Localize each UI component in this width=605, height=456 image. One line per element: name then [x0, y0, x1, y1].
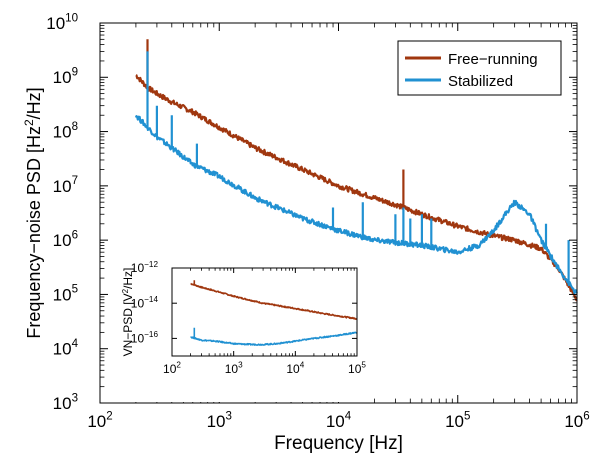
main-y-tick-label: 108	[53, 121, 78, 142]
inset-y-axis-label-unit: /Hz]	[121, 268, 135, 289]
y-axis-label-text: Frequency−noise PSD [Hz	[24, 126, 44, 339]
y-axis-label: Frequency−noise PSD [Hz2/Hz]	[22, 87, 44, 338]
main-plot: 102 103 104 105 106 103 104 105 106 107 108 109 1010…	[22, 12, 590, 454]
legend-label-free-running: Free−running	[448, 51, 538, 68]
inset-x-tick-label: 103	[225, 361, 243, 376]
main-series-layer	[134, 39, 578, 302]
inset-y-tick-label: 10−12	[131, 260, 159, 275]
inset-x-tick-label: 102	[163, 361, 181, 376]
y-axis-label-unit: /Hz]	[24, 87, 44, 119]
legend-label-stabilized: Stabilized	[448, 73, 513, 90]
inset-background	[120, 258, 368, 402]
legend: Free−running Stabilized	[397, 40, 562, 96]
main-x-tick-label: 106	[564, 410, 589, 431]
inset-y-axis-label-sup: 2	[121, 288, 130, 293]
inset-series-line-1	[190, 327, 358, 346]
main-y-tick-label: 107	[53, 175, 78, 196]
legend-box	[397, 40, 562, 96]
main-y-tick-label: 104	[53, 338, 79, 359]
main-y-tick-label: 1010	[46, 12, 78, 33]
main-x-tick-label: 103	[207, 410, 232, 431]
inset-x-tick-label: 104	[286, 361, 304, 376]
main-y-tick-label: 106	[53, 229, 78, 250]
main-y-tick-label: 105	[53, 284, 78, 305]
main-tick-labels: 102 103 104 105 106 103 104 105 106 107 108 109 1010	[46, 12, 589, 431]
main-x-tick-label: 105	[445, 410, 470, 431]
inset-x-tick-label: 105	[348, 361, 366, 376]
main-ticks-layer	[99, 22, 578, 404]
x-axis-label: Frequency [Hz]	[274, 433, 403, 454]
inset-y-axis-label: VN−PSD [V2/Hz]	[121, 268, 136, 357]
main-series-line-1	[134, 51, 578, 295]
main-y-tick-label: 103	[53, 392, 78, 413]
inset-y-tick-label: 10−14	[131, 295, 159, 310]
inset-y-tick-label: 10−16	[131, 330, 159, 345]
main-x-tick-label: 104	[326, 410, 352, 431]
inset-y-axis-label-text: VN−PSD [V	[121, 293, 135, 356]
main-y-tick-label: 109	[53, 67, 78, 88]
inset-plot: 102 103 104 105 10−16 10−14 10−12 VN−PSD [V2/H…	[120, 258, 368, 402]
inset-series-layer	[190, 280, 358, 346]
inset-tick-labels: 102 103 104 105 10−16 10−14 10−12	[131, 260, 367, 376]
main-x-tick-label: 102	[87, 410, 112, 431]
inset-plot-frame	[171, 267, 358, 357]
inset-series-line-0	[190, 280, 358, 320]
y-axis-label-sup: 2	[22, 119, 36, 126]
inset-ticks-layer	[171, 267, 358, 356]
